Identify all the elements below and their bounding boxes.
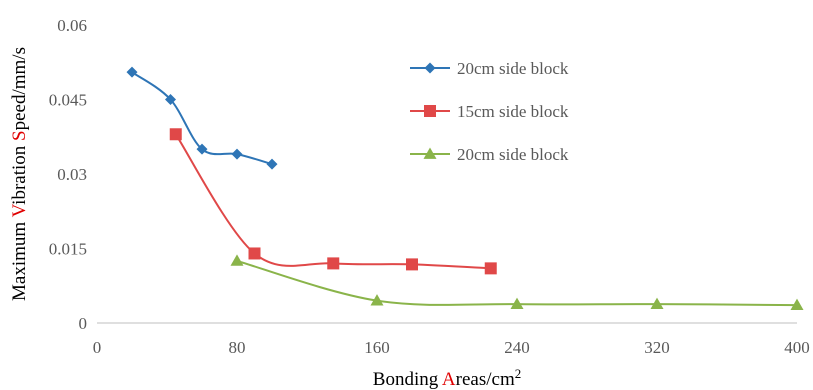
data-point — [650, 297, 664, 310]
series-layer — [126, 66, 804, 310]
x-tick-label: 320 — [644, 338, 670, 357]
legend: 20cm side block 15cm side block 20cm side … — [410, 59, 569, 164]
x-axis-title: Bonding Areas/cm2 — [373, 366, 521, 390]
data-point — [231, 148, 243, 160]
series-1 — [126, 66, 278, 170]
legend-marker — [423, 147, 437, 159]
legend-label: 15cm side block — [457, 102, 569, 121]
legend-label: 20cm side block — [457, 59, 569, 78]
y-tick-label: 0 — [79, 314, 88, 333]
legend-marker — [424, 62, 436, 74]
data-point — [230, 254, 244, 266]
data-point — [196, 143, 208, 155]
data-point — [790, 298, 804, 310]
axes: 0 80 160 240 320 400 0 0.015 0.03 0.045 0.06 — [49, 16, 810, 357]
y-tick-label: 0.03 — [57, 165, 87, 184]
data-point — [266, 158, 278, 170]
legend-item: 20cm side block — [410, 59, 569, 78]
data-point — [484, 262, 497, 275]
data-point — [370, 294, 384, 306]
data-point — [165, 94, 176, 105]
legend-label: 20cm side block — [457, 145, 569, 164]
y-tick-label: 0.06 — [57, 16, 87, 35]
data-point — [126, 66, 138, 78]
y-tick-label: 0.015 — [49, 240, 87, 259]
x-tick-label: 240 — [504, 338, 530, 357]
series-2 — [169, 128, 497, 275]
y-tick-label: 0.045 — [49, 91, 87, 110]
series-3 — [230, 254, 804, 310]
legend-marker — [424, 105, 436, 117]
x-tick-label: 160 — [364, 338, 390, 357]
data-point — [169, 128, 182, 141]
data-point — [327, 257, 340, 270]
legend-item: 15cm side block — [410, 102, 569, 121]
legend-item: 20cm side block — [410, 145, 569, 164]
series-line — [174, 133, 491, 270]
x-tick-label: 80 — [229, 338, 246, 357]
data-point — [406, 258, 418, 271]
x-tick-label: 400 — [784, 338, 810, 357]
y-axis-title: Maximum Vibration Speed/mm/s — [9, 47, 30, 301]
data-point — [248, 247, 261, 260]
x-tick-label: 0 — [93, 338, 102, 357]
data-point — [510, 297, 524, 310]
